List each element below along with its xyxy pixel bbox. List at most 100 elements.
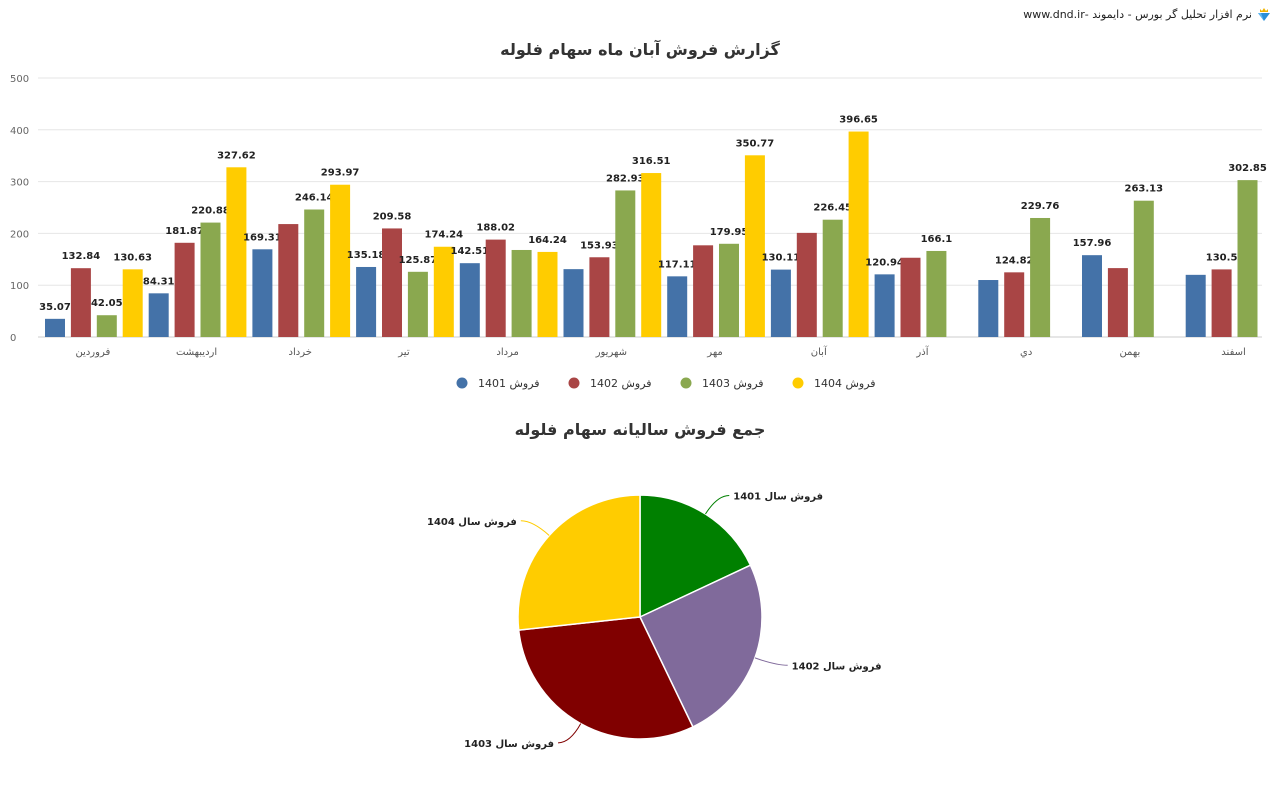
bar (278, 224, 299, 337)
x-tick-label: شهریور (595, 347, 627, 358)
bar-data-label: 302.85 (1228, 163, 1267, 174)
bar (96, 315, 117, 337)
bar (719, 243, 739, 337)
bar-data-label: 130.63 (113, 252, 152, 263)
bar-data-label: 125.87 (399, 255, 438, 266)
legend-label: فروش 1404 (814, 377, 876, 390)
bar (796, 232, 817, 337)
y-tick-label: 400 (10, 126, 29, 137)
bar-data-label: 282.93 (606, 173, 645, 184)
x-tick-label: آبان (811, 345, 828, 358)
bar-data-label: 220.88 (191, 206, 230, 217)
legend-marker (456, 377, 468, 389)
bar-chart-legend: فروش 1401 فروش 1402 فروش 1403 فروش 1404 (456, 377, 876, 390)
legend-marker (568, 377, 580, 389)
bar (563, 269, 584, 337)
bar-data-label: 316.51 (632, 156, 671, 167)
bar (407, 271, 428, 337)
bar (1237, 180, 1258, 337)
legend-item[interactable]: فروش 1402 (568, 377, 652, 390)
bar-data-label: 135.18 (347, 250, 386, 261)
bar-data-label: 263.13 (1125, 184, 1164, 195)
bar (511, 249, 532, 337)
diamond-crown-icon (1258, 8, 1270, 21)
pie-slice (638, 564, 763, 728)
bar (148, 293, 169, 337)
legend-label: فروش 1401 (478, 377, 540, 390)
bar-data-label: 130.5 (1206, 252, 1238, 263)
y-tick-label: 0 (10, 333, 16, 344)
bar (304, 209, 325, 337)
bar-data-label: 181.87 (165, 226, 204, 237)
bar (1107, 268, 1128, 337)
bar-data-label: 130.11 (762, 253, 801, 264)
bar-data-label: 42.05 (91, 298, 123, 309)
bar-chart-grid: 0 100 200 300 400 500 (10, 74, 1262, 344)
bar (174, 242, 195, 337)
x-tick-label: تیر (397, 347, 410, 358)
pie-chart: فروش سال 1401 فروش سال 1402 فروش سال 1403 ف… (427, 491, 882, 749)
pie-leader-line (754, 657, 788, 666)
legend-item[interactable]: فروش 1401 (456, 377, 540, 390)
bar-data-label: 84.31 (143, 276, 175, 287)
bar-data-label: 246.14 (295, 192, 334, 203)
bar (641, 173, 662, 337)
pie-slice-label: فروش سال 1402 (792, 661, 882, 672)
x-tick-label: اسفند (1221, 347, 1245, 358)
bar (874, 274, 895, 337)
bar-chart-bars: فروردین 35.07 132.84 42.05 130.63 اردیبهشت 84.… (39, 115, 1267, 358)
legend-item[interactable]: فروش 1403 (680, 377, 764, 390)
bar (459, 263, 480, 337)
legend-item[interactable]: فروش 1404 (792, 377, 876, 390)
y-tick-label: 200 (10, 229, 29, 240)
bar-data-label: 157.96 (1073, 238, 1112, 249)
pie-leader-line (558, 723, 582, 744)
bar (978, 280, 999, 337)
bar (615, 190, 636, 337)
x-tick-label: اردیبهشت (176, 347, 217, 358)
bar-data-label: 142.51 (451, 246, 490, 257)
legend-marker (792, 377, 804, 389)
x-tick-label: آذر (915, 345, 929, 358)
bar (330, 184, 351, 337)
bar (926, 250, 947, 337)
bar (1082, 255, 1102, 337)
bar-data-label: 179.95 (710, 227, 749, 238)
bar (1004, 272, 1025, 337)
bar (356, 266, 377, 337)
x-tick-label: مهر (706, 347, 722, 358)
bar (45, 318, 65, 337)
bar-data-label: 327.62 (217, 150, 256, 161)
legend-label: فروش 1403 (702, 377, 764, 390)
bar-data-label: 293.97 (321, 168, 360, 179)
pie-slice-label: فروش سال 1404 (427, 517, 517, 528)
bar (744, 155, 765, 337)
pie-slice-label: فروش سال 1401 (733, 491, 823, 502)
bar-data-label: 174.24 (425, 230, 464, 241)
pie-slice (517, 494, 641, 631)
bar-data-label: 229.76 (1021, 201, 1060, 212)
bar (252, 249, 273, 337)
bar (70, 268, 91, 337)
bar-data-label: 117.11 (658, 259, 697, 270)
bar (433, 246, 454, 337)
legend-marker (680, 377, 692, 389)
y-tick-label: 100 (10, 281, 29, 292)
bar (770, 269, 791, 337)
bar-data-label: 209.58 (373, 211, 412, 222)
bar-data-label: 169.31 (243, 232, 282, 243)
bar-chart-title: گزارش فروش آبان ماه سهام فلوله (500, 39, 780, 59)
pie-slice-label: فروش سال 1403 (464, 739, 554, 750)
pie-leader-line (520, 520, 550, 536)
header-text: نرم افزار تحلیل گر بورس - دایموند -www.d… (1023, 7, 1252, 21)
x-tick-label: مرداد (496, 347, 519, 358)
bar-data-label: 124.82 (995, 255, 1034, 266)
bar (848, 131, 869, 337)
bar-data-label: 166.1 (921, 234, 953, 245)
bar (485, 239, 506, 337)
x-tick-label: فروردین (75, 347, 110, 358)
legend-label: فروش 1402 (590, 377, 652, 390)
bar-data-label: 153.93 (580, 240, 619, 251)
x-tick-label: خرداد (289, 347, 312, 358)
